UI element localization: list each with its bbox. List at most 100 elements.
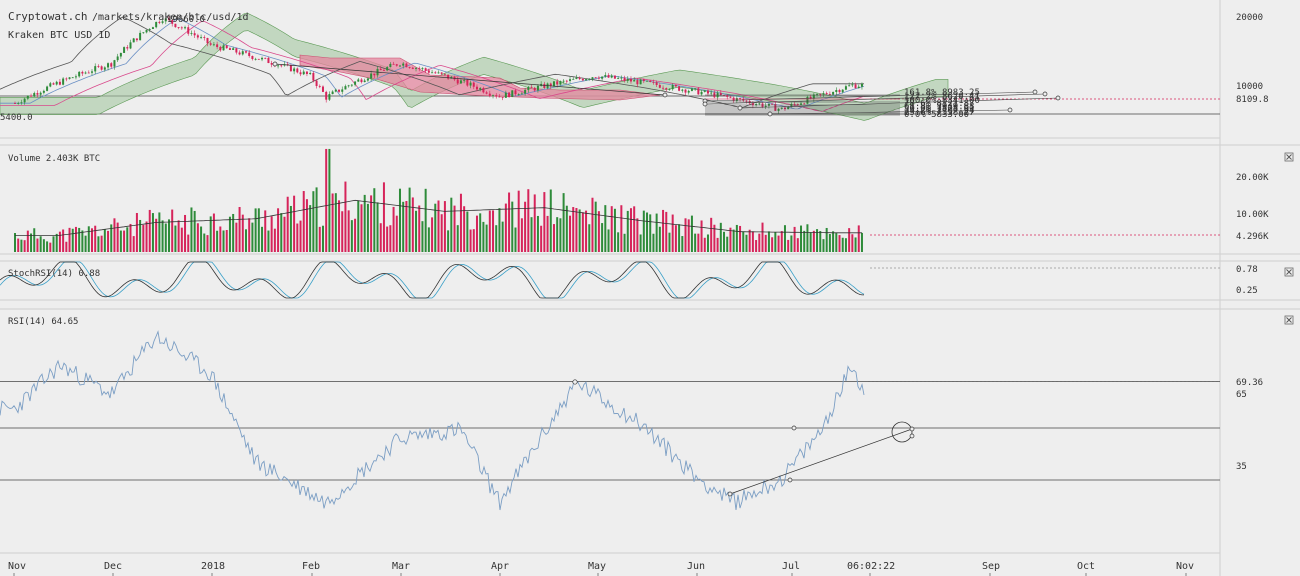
candle-body <box>33 93 36 97</box>
volume-bar <box>838 235 841 252</box>
volume-bar <box>289 205 292 252</box>
candle-body <box>610 75 613 78</box>
volume-bar <box>286 196 289 252</box>
candle-body <box>536 85 539 91</box>
candle-body <box>222 45 225 51</box>
volume-bar <box>354 218 357 252</box>
candle-body <box>703 90 706 92</box>
volume-bar <box>264 210 267 252</box>
volume-bar <box>280 213 283 252</box>
candle-body <box>116 56 119 61</box>
volume-bar <box>443 201 446 252</box>
volume-bar <box>681 236 684 252</box>
volume-bar <box>822 239 825 252</box>
candle-body <box>415 67 418 69</box>
candle-body <box>334 89 337 92</box>
candle-body <box>613 75 616 79</box>
candle-body <box>835 90 838 93</box>
volume-bar <box>270 216 273 252</box>
x-label-current-time: 06:02:22 <box>847 561 895 572</box>
close-rsi-button[interactable] <box>1284 315 1294 325</box>
candle-body <box>694 88 697 90</box>
volume-bar <box>581 212 584 252</box>
price-tick-20000: 20000 <box>1236 13 1263 23</box>
candle-body <box>241 51 244 55</box>
candle-body <box>652 81 655 83</box>
volume-bar <box>312 191 315 252</box>
volume-bar <box>26 230 29 252</box>
candle-body <box>212 44 215 46</box>
volume-bar <box>187 234 190 252</box>
trend-handle <box>272 61 278 67</box>
candle-body <box>463 79 466 81</box>
candle-body <box>556 81 559 85</box>
volume-bar <box>556 217 559 252</box>
volume-bar <box>216 230 219 252</box>
volume-bar <box>585 210 588 252</box>
ray-line <box>704 93 1046 105</box>
last-price-label: 8109.8 <box>1236 95 1269 105</box>
candle-body <box>26 95 29 99</box>
close-stoch-button[interactable] <box>1284 267 1294 277</box>
volume-bar <box>559 218 562 252</box>
volume-bar <box>774 231 777 252</box>
candle-body <box>392 63 395 65</box>
volume-bar <box>129 223 132 252</box>
candle-body <box>668 89 671 90</box>
candle-body <box>735 98 738 101</box>
volume-bar <box>652 233 655 252</box>
volume-bar <box>459 193 462 252</box>
volume-bar <box>809 232 812 252</box>
volume-bar <box>674 225 677 252</box>
candle-body <box>597 77 600 79</box>
volume-bar <box>321 225 324 252</box>
ray-handle <box>767 111 773 117</box>
volume-bar <box>575 208 578 252</box>
candle-body <box>655 82 658 85</box>
candle-body <box>777 108 780 111</box>
site-name[interactable]: Cryptowat.ch <box>8 10 87 23</box>
fib-label: 0.0% 5833.00 <box>904 110 969 120</box>
fib-label: 161.8% 8983.25 <box>904 88 980 98</box>
volume-bar <box>777 235 780 252</box>
volume-bar <box>17 238 20 252</box>
rsi-handle <box>909 433 915 439</box>
ray-line <box>769 109 1011 115</box>
volume-bar <box>405 201 408 252</box>
candle-body <box>318 85 321 87</box>
close-volume-button[interactable] <box>1284 152 1294 162</box>
volume-bar <box>42 239 45 252</box>
candle-body <box>206 37 209 44</box>
volume-bar <box>402 201 405 252</box>
fib-label: 100.0% 8341.00 <box>904 96 980 106</box>
volume-bar <box>427 227 430 252</box>
volume-bar <box>533 194 536 252</box>
candle-body <box>203 37 206 38</box>
volume-bar <box>315 187 318 252</box>
candle-body <box>174 23 177 28</box>
volume-bar <box>565 205 568 252</box>
candle-body <box>800 103 803 105</box>
candle-body <box>828 94 831 95</box>
volume-bar <box>800 225 803 252</box>
candle-body <box>148 28 151 30</box>
candle-body <box>71 77 74 79</box>
close-icon <box>1286 317 1292 323</box>
candle-body <box>289 64 292 72</box>
candle-body <box>771 103 774 105</box>
volume-bar <box>30 233 33 252</box>
ray-handle <box>1032 89 1038 95</box>
volume-bar <box>100 235 103 252</box>
stoch-tick-025: 0.25 <box>1236 286 1258 296</box>
volume-bar <box>607 229 610 252</box>
candle-body <box>520 93 523 95</box>
candle-body <box>626 78 629 81</box>
candle-body <box>74 76 77 78</box>
market-label: Kraken BTC USD 1D <box>8 30 110 41</box>
volume-bar <box>588 224 591 252</box>
volume-bar <box>228 216 231 252</box>
candle-body <box>492 95 495 97</box>
candle-body <box>155 21 158 28</box>
volume-bar <box>244 229 247 252</box>
candle-body <box>421 68 424 70</box>
